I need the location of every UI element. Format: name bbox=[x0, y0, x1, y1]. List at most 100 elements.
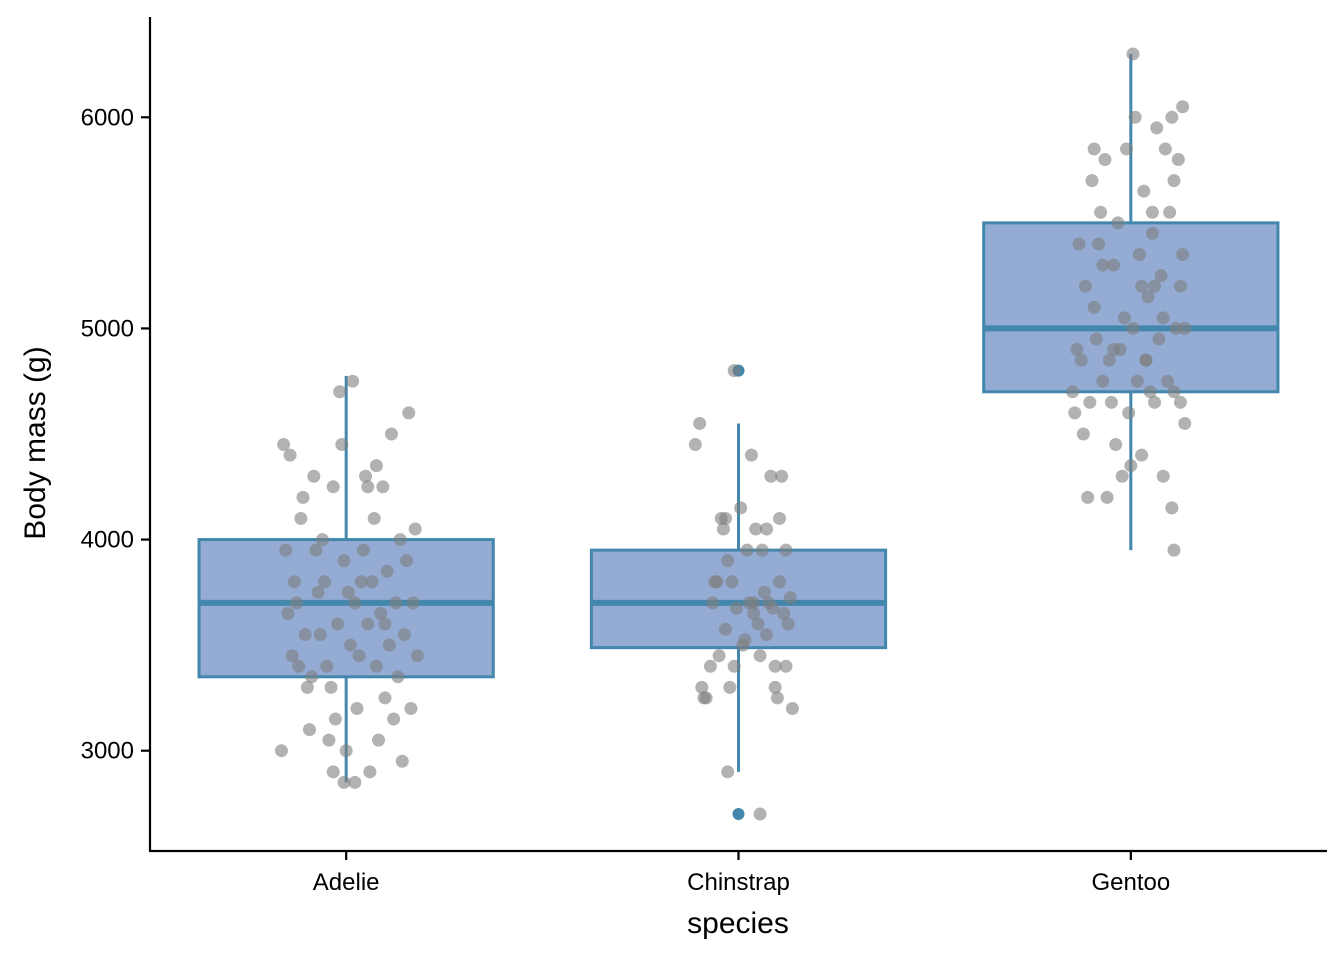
data-point-chinstrap bbox=[777, 606, 791, 620]
data-point-chinstrap bbox=[706, 596, 720, 610]
data-point-gentoo bbox=[1148, 279, 1162, 293]
data-point-adelie bbox=[341, 585, 355, 599]
data-point-adelie bbox=[410, 649, 424, 663]
data-point-chinstrap bbox=[755, 543, 769, 557]
data-point-chinstrap bbox=[727, 659, 741, 673]
x-tick-label: Chinstrap bbox=[687, 869, 790, 896]
data-point-adelie bbox=[294, 511, 308, 525]
jitter-points-layer bbox=[274, 47, 1192, 821]
data-point-adelie bbox=[363, 765, 377, 779]
data-point-gentoo bbox=[1178, 416, 1192, 430]
data-point-adelie bbox=[305, 670, 319, 684]
data-point-chinstrap bbox=[747, 596, 761, 610]
data-point-gentoo bbox=[1152, 332, 1166, 346]
data-point-adelie bbox=[380, 564, 394, 578]
data-point-chinstrap bbox=[729, 601, 743, 615]
data-point-chinstrap bbox=[744, 448, 758, 462]
data-point-gentoo bbox=[1079, 279, 1093, 293]
data-point-adelie bbox=[400, 554, 414, 568]
data-point-gentoo bbox=[1083, 395, 1097, 409]
y-axis-title: Body mass (g) bbox=[19, 346, 52, 539]
data-point-chinstrap bbox=[725, 575, 739, 589]
data-point-adelie bbox=[365, 575, 379, 589]
data-point-chinstrap bbox=[772, 511, 786, 525]
data-point-chinstrap bbox=[768, 659, 782, 673]
data-point-chinstrap bbox=[770, 691, 784, 705]
data-point-adelie bbox=[337, 554, 351, 568]
data-point-adelie bbox=[324, 680, 338, 694]
data-point-adelie bbox=[328, 712, 342, 726]
data-point-adelie bbox=[350, 701, 364, 715]
data-point-gentoo bbox=[1102, 353, 1116, 367]
data-point-gentoo bbox=[1115, 469, 1129, 483]
data-point-chinstrap bbox=[766, 601, 780, 615]
data-point-adelie bbox=[283, 448, 297, 462]
data-point-gentoo bbox=[1085, 174, 1099, 188]
data-point-chinstrap bbox=[697, 691, 711, 705]
data-point-adelie bbox=[318, 575, 332, 589]
data-point-adelie bbox=[331, 617, 345, 631]
data-point-gentoo bbox=[1087, 142, 1101, 156]
data-point-gentoo bbox=[1132, 248, 1146, 262]
data-point-adelie bbox=[296, 490, 310, 504]
data-point-gentoo bbox=[1117, 311, 1131, 325]
data-point-gentoo bbox=[1130, 374, 1144, 388]
data-point-adelie bbox=[285, 649, 299, 663]
data-point-chinstrap bbox=[703, 659, 717, 673]
data-point-adelie bbox=[307, 469, 321, 483]
data-point-gentoo bbox=[1178, 321, 1192, 335]
y-tick-label: 3000 bbox=[81, 738, 134, 765]
data-point-chinstrap bbox=[785, 701, 799, 715]
data-point-gentoo bbox=[1148, 395, 1162, 409]
data-point-chinstrap bbox=[751, 617, 765, 631]
data-point-gentoo bbox=[1074, 353, 1088, 367]
data-point-adelie bbox=[311, 585, 325, 599]
data-point-adelie bbox=[346, 374, 360, 388]
data-point-gentoo bbox=[1126, 47, 1140, 61]
data-point-gentoo bbox=[1165, 501, 1179, 515]
data-point-adelie bbox=[292, 659, 306, 673]
data-point-adelie bbox=[352, 649, 366, 663]
data-point-chinstrap bbox=[779, 659, 793, 673]
data-point-gentoo bbox=[1107, 343, 1121, 357]
data-point-gentoo bbox=[1128, 110, 1142, 124]
data-point-adelie bbox=[326, 765, 340, 779]
data-point-gentoo bbox=[1066, 385, 1080, 399]
data-point-adelie bbox=[361, 617, 375, 631]
data-point-gentoo bbox=[1120, 142, 1134, 156]
data-point-adelie bbox=[387, 712, 401, 726]
data-point-adelie bbox=[287, 575, 301, 589]
y-tick-label: 5000 bbox=[81, 315, 134, 342]
data-point-adelie bbox=[361, 480, 375, 494]
data-point-gentoo bbox=[1176, 248, 1190, 262]
data-point-adelie bbox=[378, 691, 392, 705]
data-point-adelie bbox=[391, 670, 405, 684]
data-point-adelie bbox=[337, 775, 351, 789]
data-point-adelie bbox=[384, 427, 398, 441]
data-point-chinstrap bbox=[738, 633, 752, 647]
data-point-adelie bbox=[274, 744, 288, 758]
data-point-gentoo bbox=[1158, 142, 1172, 156]
data-point-gentoo bbox=[1143, 385, 1157, 399]
data-point-chinstrap bbox=[753, 807, 767, 821]
data-point-adelie bbox=[406, 596, 420, 610]
data-point-gentoo bbox=[1098, 153, 1112, 167]
data-point-gentoo bbox=[1087, 300, 1101, 314]
data-point-adelie bbox=[356, 543, 370, 557]
data-point-gentoo bbox=[1154, 269, 1168, 283]
data-point-adelie bbox=[367, 511, 381, 525]
data-point-gentoo bbox=[1135, 279, 1149, 293]
data-point-adelie bbox=[343, 638, 357, 652]
data-point-gentoo bbox=[1156, 311, 1170, 325]
data-point-adelie bbox=[339, 744, 353, 758]
data-point-adelie bbox=[333, 385, 347, 399]
y-ticks: 3000 4000 5000 6000 bbox=[81, 104, 150, 765]
data-point-chinstrap bbox=[712, 649, 726, 663]
data-point-adelie bbox=[402, 406, 416, 420]
data-point-adelie bbox=[378, 617, 392, 631]
data-point-adelie bbox=[277, 438, 291, 452]
data-point-gentoo bbox=[1150, 121, 1164, 135]
data-point-chinstrap bbox=[723, 680, 737, 694]
data-point-adelie bbox=[395, 754, 409, 768]
data-point-gentoo bbox=[1173, 395, 1187, 409]
